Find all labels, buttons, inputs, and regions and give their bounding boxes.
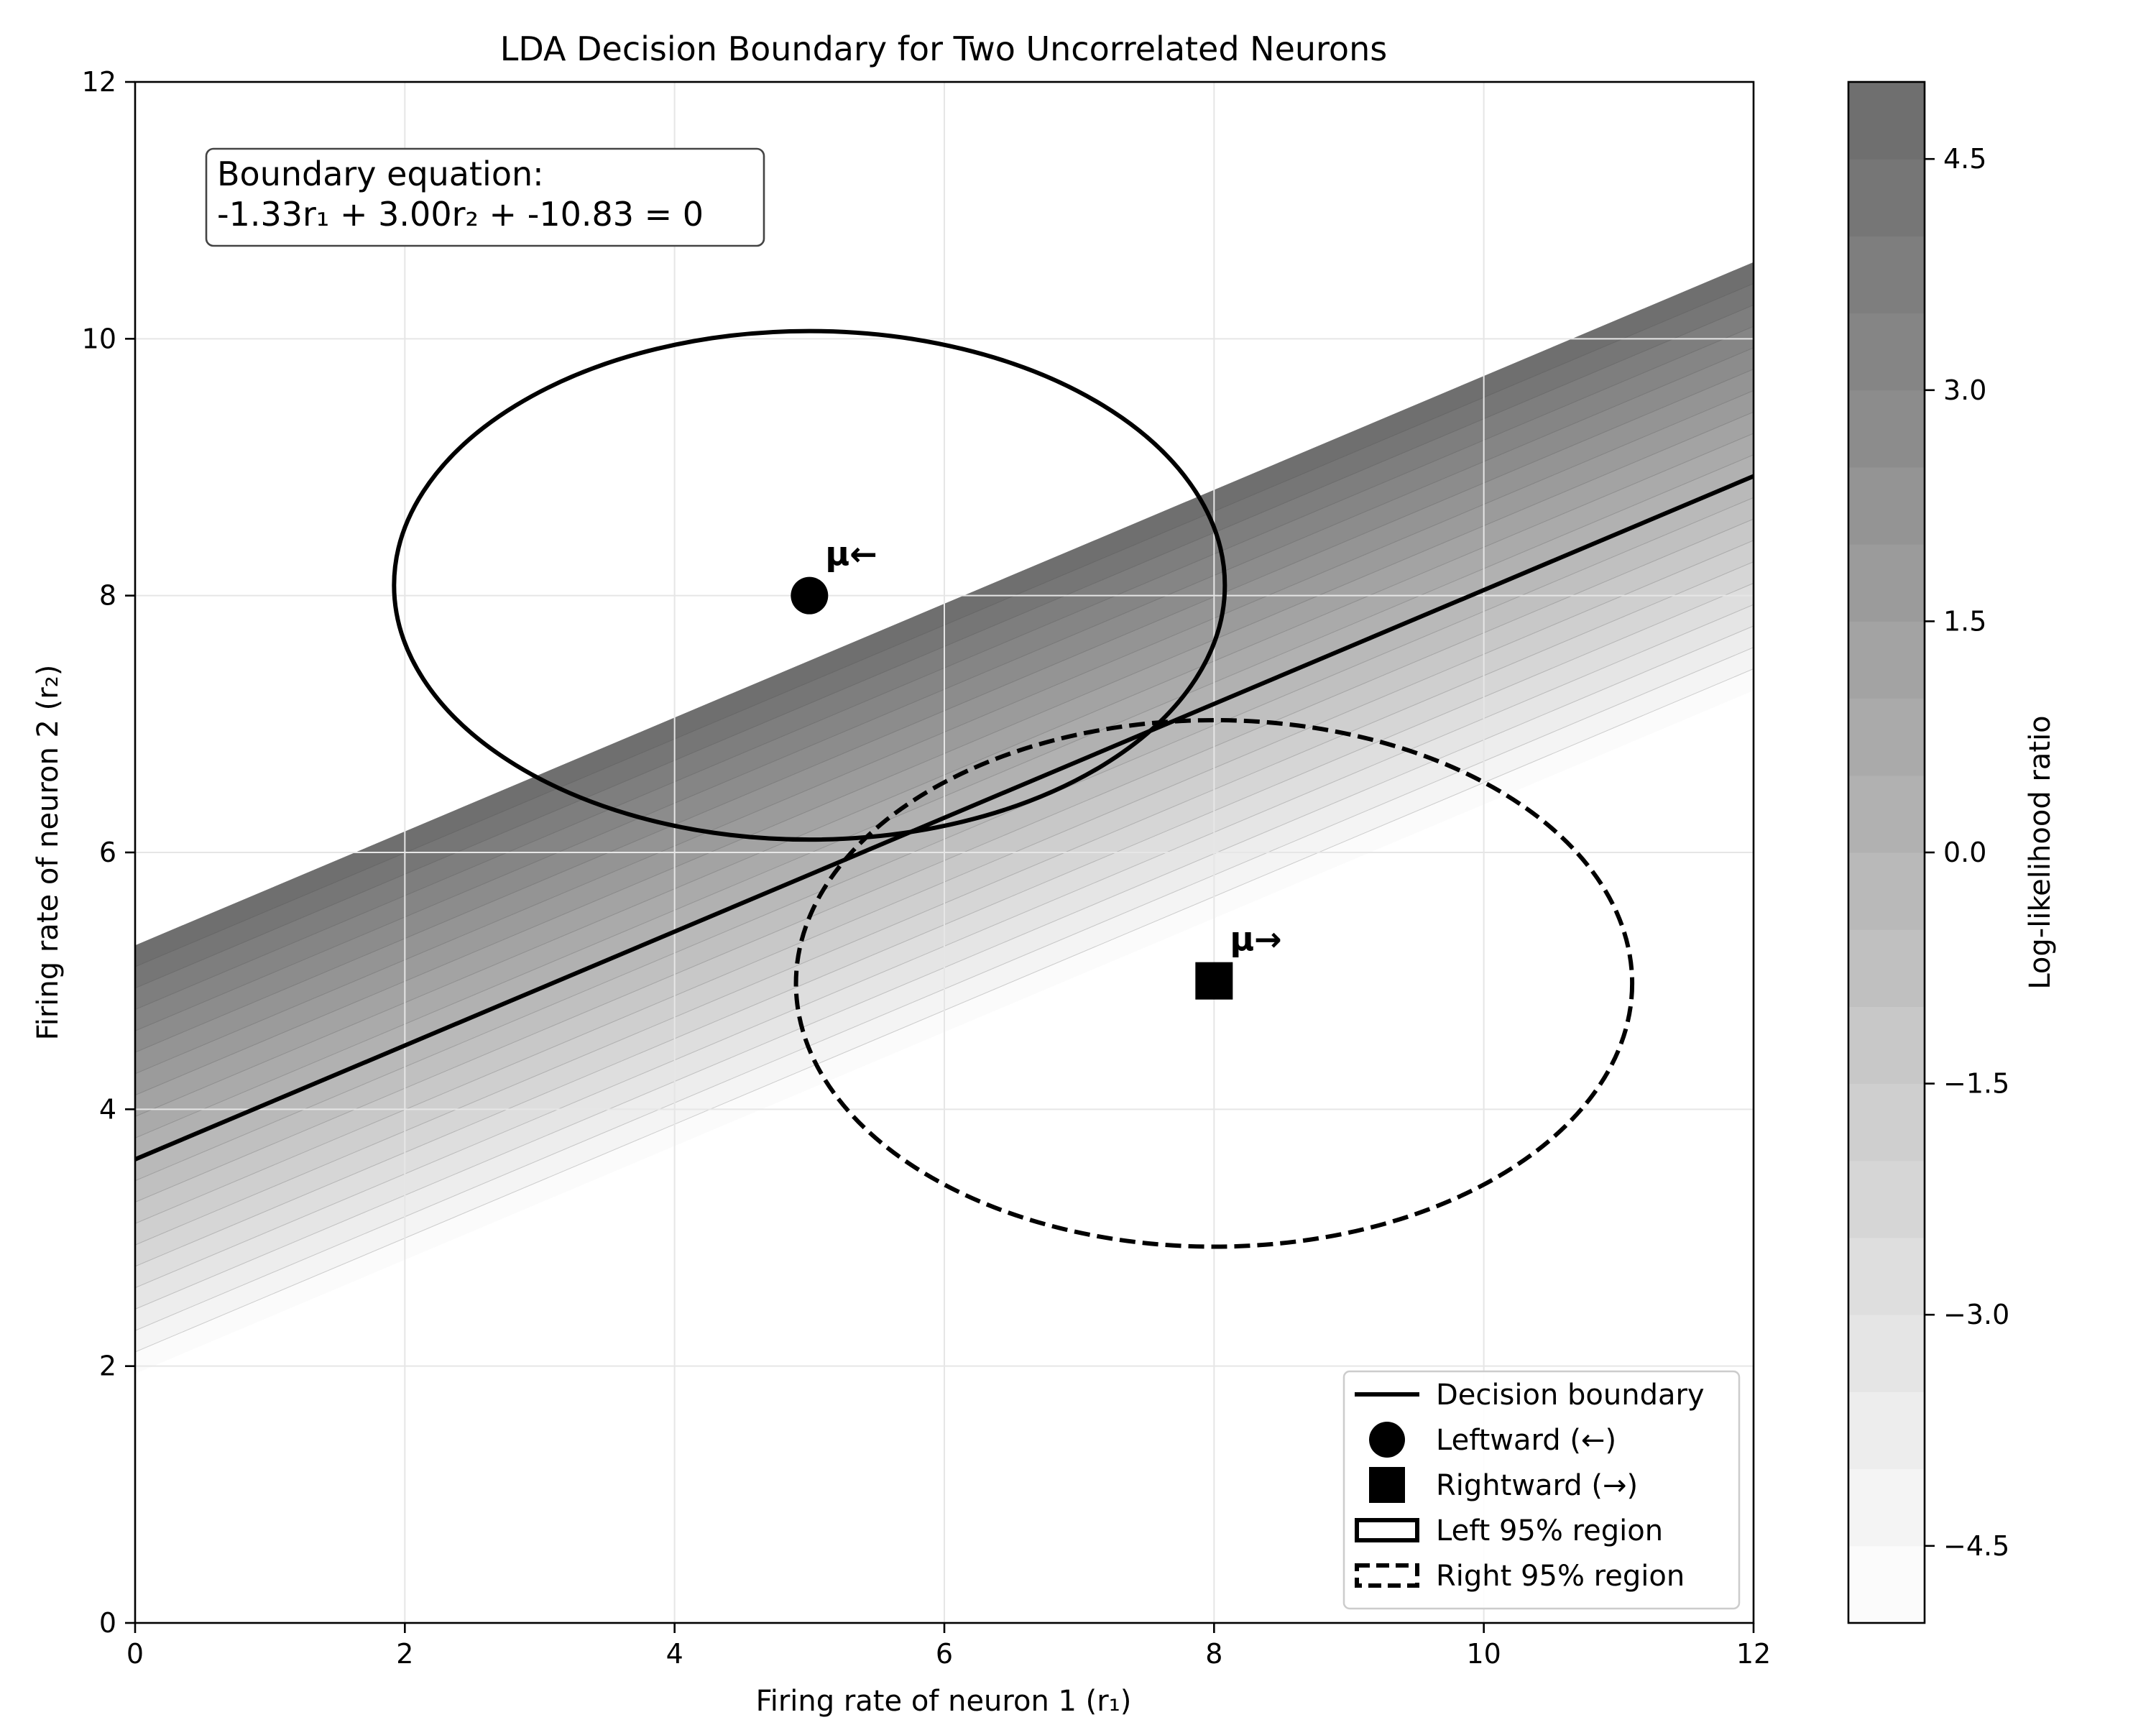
colorbar-segment — [1848, 1545, 1925, 1624]
colorbar-segment — [1848, 313, 1925, 391]
colorbar-segment — [1848, 1083, 1925, 1162]
x-tick-label: 12 — [1736, 1638, 1771, 1670]
rightward-mean-marker — [1195, 962, 1233, 1000]
colorbar-segment — [1848, 698, 1925, 776]
colorbar-tick-label: 4.5 — [1943, 143, 1986, 175]
x-tick-label: 2 — [396, 1638, 413, 1670]
y-tick-label: 6 — [99, 837, 116, 868]
y-tick-label: 4 — [99, 1093, 116, 1125]
colorbar-tick-label: −4.5 — [1943, 1530, 2009, 1562]
legend-left-region-swatch — [1355, 1518, 1419, 1542]
decision-boundary-line — [135, 474, 1754, 1162]
leftward-mean-label: μ← — [825, 535, 877, 574]
legend-label: Decision boundary — [1436, 1379, 1705, 1412]
x-tick-label: 8 — [1205, 1638, 1222, 1670]
right-95-region-ellipse — [793, 717, 1635, 1249]
legend-right-region-swatch — [1355, 1563, 1419, 1588]
boundary-equation-formula: -1.33r₁ + 3.00r₂ + -10.83 = 0 — [217, 195, 704, 234]
colorbar-segment — [1848, 621, 1925, 699]
legend-box — [1342, 1370, 1741, 1610]
colorbar-segment — [1848, 852, 1925, 930]
colorbar-tick-label: −1.5 — [1943, 1068, 2009, 1100]
grid — [135, 82, 1754, 1623]
colorbar-segment — [1848, 1392, 1925, 1470]
legend: Decision boundary Leftward (←) Rightward (… — [1342, 1370, 1741, 1610]
y-tick-label: 12 — [82, 66, 116, 98]
colorbar-segment — [1848, 159, 1925, 236]
axes: 0 2 4 6 8 10 12 0 2 4 6 8 10 12 — [82, 66, 1772, 1670]
x-tick-label: 4 — [666, 1638, 683, 1670]
legend-label: Left 95% region — [1436, 1514, 1663, 1547]
chart-title: LDA Decision Boundary for Two Uncorrelat… — [500, 29, 1387, 68]
colorbar-segment — [1848, 1006, 1925, 1085]
y-tick-label: 0 — [99, 1607, 116, 1639]
colorbar-segment — [1848, 1238, 1925, 1315]
y-tick-label: 8 — [99, 580, 116, 612]
colorbar-tick-label: 1.5 — [1943, 605, 1986, 637]
boundary-equation-title: Boundary equation: — [217, 155, 544, 193]
left-95-region-ellipse — [392, 328, 1227, 842]
colorbar-tick-label: 3.0 — [1943, 374, 1986, 406]
leftward-mean-marker — [791, 576, 829, 615]
colorbar-segment — [1848, 236, 1925, 314]
x-tick-label: 0 — [126, 1638, 144, 1670]
colorbar-tick-label: −3.0 — [1943, 1299, 2009, 1330]
y-tick-label: 2 — [99, 1351, 116, 1382]
boundary-equation-box: Boundary equation: -1.33r₁ + 3.00r₂ + -1… — [205, 147, 765, 247]
legend-label: Leftward (←) — [1436, 1424, 1616, 1457]
colorbar-tick-label: 0.0 — [1943, 837, 1986, 868]
colorbar-segment — [1848, 467, 1925, 545]
colorbar-segment — [1848, 775, 1925, 853]
colorbar: −4.5 −3.0 −1.5 0.0 1.5 3.0 4.5 — [1847, 80, 2009, 1624]
legend-label: Right 95% region — [1436, 1560, 1685, 1593]
x-tick-label: 10 — [1466, 1638, 1501, 1670]
x-tick-label: 6 — [936, 1638, 953, 1670]
colorbar-segment — [1848, 1160, 1925, 1238]
legend-leftward-swatch — [1369, 1422, 1405, 1458]
curves — [135, 328, 1754, 1249]
legend-rightward-swatch — [1369, 1467, 1405, 1503]
colorbar-segment — [1848, 390, 1925, 468]
colorbar-segment — [1848, 82, 1925, 160]
legend-label: Rightward (→) — [1436, 1469, 1638, 1502]
x-axis-label: Firing rate of neuron 1 (r₁) — [756, 1685, 1132, 1718]
y-tick-label: 10 — [82, 323, 116, 354]
colorbar-label: Log-likelihood ratio — [2024, 715, 2057, 989]
colorbar-segment — [1848, 544, 1925, 622]
rightward-mean-label: μ→ — [1230, 920, 1281, 959]
y-axis-label: Firing rate of neuron 2 (r₂) — [32, 665, 65, 1041]
colorbar-segment — [1848, 1468, 1925, 1547]
colorbar-segment — [1848, 929, 1925, 1007]
colorbar-segment — [1848, 1315, 1925, 1392]
